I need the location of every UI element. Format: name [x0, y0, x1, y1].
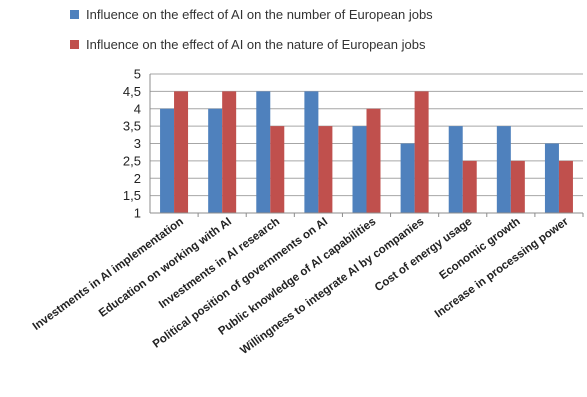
y-tick-label: 5 [134, 67, 141, 82]
y-tick-label: 1,5 [123, 188, 141, 203]
legend-swatch-number-of-jobs [70, 10, 79, 19]
y-tick-label: 2 [134, 171, 141, 186]
bar-number-of-jobs [544, 143, 559, 213]
bars [160, 91, 573, 213]
x-tick-label: Economic growth [437, 216, 522, 282]
axes [149, 74, 584, 217]
bar-number-of-jobs [352, 126, 367, 213]
bar-nature-of-jobs [414, 91, 429, 213]
y-tick-label: 4,5 [123, 84, 141, 99]
y-tick-label: 3 [134, 136, 141, 151]
x-tick-label: Willingness to integrate AI by companies [238, 216, 426, 357]
bar-nature-of-jobs [510, 160, 525, 213]
bar-nature-of-jobs [462, 160, 477, 213]
bar-nature-of-jobs [366, 108, 381, 213]
x-tick-label: Political position of governments on AI [151, 216, 330, 351]
x-axis-ticks: Investments in AI implementationEducatio… [31, 215, 571, 357]
bar-nature-of-jobs [222, 91, 237, 213]
bar-number-of-jobs [208, 108, 223, 213]
bar-nature-of-jobs [318, 126, 333, 213]
bar-nature-of-jobs [558, 160, 573, 213]
y-axis-ticks: 1 1,5 2 2,5 3 3,5 4 4,5 5 [123, 67, 141, 221]
bar-nature-of-jobs [270, 126, 285, 213]
x-tick-label: Cost of energy usage [373, 216, 475, 294]
bar-number-of-jobs [400, 143, 415, 213]
y-tick-label: 4 [134, 101, 141, 116]
legend-swatch-nature-of-jobs [70, 40, 79, 49]
bar-number-of-jobs [160, 108, 175, 213]
bar-number-of-jobs [448, 126, 463, 213]
y-tick-label: 2,5 [123, 153, 141, 168]
y-tick-label: 3,5 [123, 119, 141, 134]
y-tick-label: 1 [134, 206, 141, 221]
legend-label-nature-of-jobs: Influence on the effect of AI on the nat… [86, 37, 426, 52]
bar-number-of-jobs [304, 91, 319, 213]
bar-nature-of-jobs [174, 91, 189, 213]
bar-number-of-jobs [496, 126, 511, 213]
legend: Influence on the effect of AI on the num… [70, 7, 433, 52]
legend-label-number-of-jobs: Influence on the effect of AI on the num… [86, 7, 433, 22]
bar-number-of-jobs [256, 91, 271, 213]
